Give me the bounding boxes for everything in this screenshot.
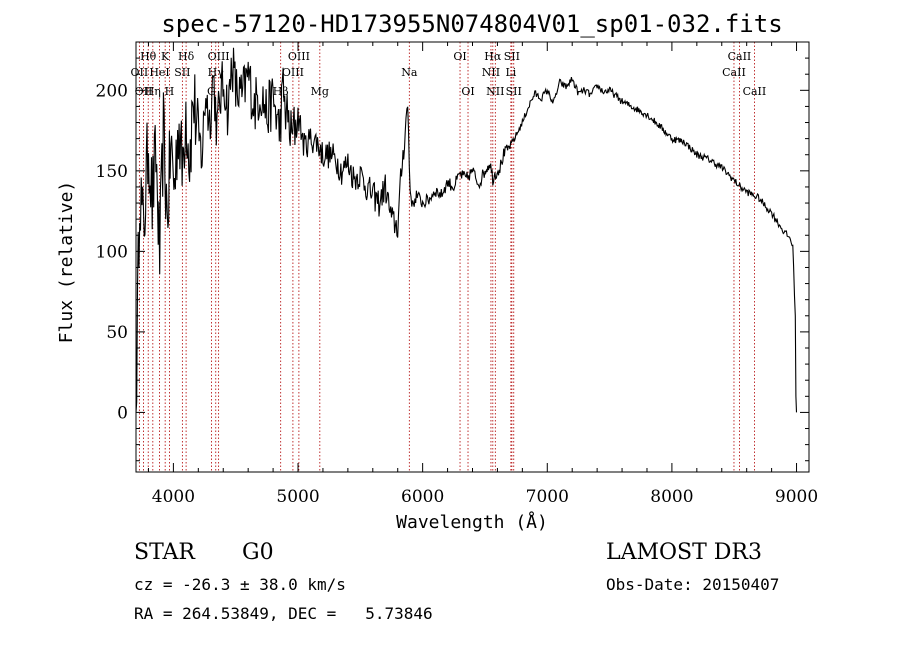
line-marker-label: CaII: [728, 50, 752, 63]
line-marker-label: Hγ: [208, 66, 225, 79]
x-axis-label: Wavelength (Å): [396, 511, 548, 533]
line-marker-label: Hδ: [178, 50, 195, 63]
y-tick-label: 100: [96, 242, 128, 262]
line-marker-label: OI: [461, 85, 474, 98]
x-tick-label: 4000: [152, 487, 195, 507]
line-marker-label: Hθ: [140, 50, 157, 63]
line-marker-label: Hβ: [273, 85, 289, 98]
spectral-class: STAR: [134, 540, 195, 565]
line-marker-label: OII: [135, 85, 153, 98]
line-marker-label: Li: [505, 66, 516, 79]
line-marker-label: OI: [453, 50, 466, 63]
line-marker-label: NII: [482, 66, 500, 79]
spectral-subclass: G0: [242, 540, 274, 565]
x-tick-label: 9000: [775, 487, 818, 507]
y-axis-label: Flux (relative): [56, 181, 77, 344]
y-tick-label: 0: [117, 403, 128, 423]
line-marker-labels: OII OII Hθ Hη HeI K H SII Hδ G Hγ OIII Hβ OIII OIII Mg N…: [131, 50, 767, 98]
chart-title: spec-57120-HD173955N074804V01_sp01-032.f…: [161, 10, 782, 38]
x-tick-label: 8000: [650, 487, 693, 507]
line-marker-label: Na: [401, 66, 418, 79]
line-marker-label: Mg: [311, 85, 329, 98]
line-marker-label: OIII: [288, 50, 310, 63]
line-marker-label: Hα: [484, 50, 502, 63]
x-axis-ticks: 4000 5000 6000 7000 8000 9000: [147, 42, 818, 507]
y-tick-label: 200: [96, 81, 128, 101]
line-marker-label: CaII: [722, 66, 746, 79]
line-marker-label: OIII: [208, 50, 230, 63]
line-marker-label: G: [207, 85, 216, 98]
coordinates: RA = 264.53849, DEC = 5.73846: [134, 604, 433, 623]
y-axis-ticks: 0 50 100 150 200: [96, 57, 809, 462]
line-marker-label: K: [161, 50, 170, 63]
line-marker-label: NII: [486, 85, 504, 98]
x-tick-label: 7000: [526, 487, 569, 507]
line-marker-label: SII: [504, 50, 520, 63]
line-markers: [138, 42, 755, 472]
line-marker-label: H: [165, 85, 175, 98]
y-tick-label: 50: [106, 323, 128, 343]
observation-date: Obs-Date: 20150407: [606, 575, 780, 594]
spectrum-line: [135, 47, 798, 413]
line-marker-label: HeI: [149, 66, 169, 79]
line-marker-label: SII: [174, 66, 190, 79]
line-marker-label: CaII: [743, 85, 767, 98]
survey-label: LAMOST DR3: [606, 540, 762, 565]
x-tick-label: 6000: [401, 487, 444, 507]
line-marker-label: OII: [131, 66, 149, 79]
redshift-info: cz = -26.3 ± 38.0 km/s: [134, 575, 346, 594]
plot-frame: [135, 41, 810, 473]
x-tick-label: 5000: [276, 487, 319, 507]
line-marker-label: Hη: [145, 85, 161, 98]
y-tick-label: 150: [96, 162, 128, 182]
line-marker-label: SII: [506, 85, 522, 98]
line-marker-label: OIII: [282, 66, 304, 79]
